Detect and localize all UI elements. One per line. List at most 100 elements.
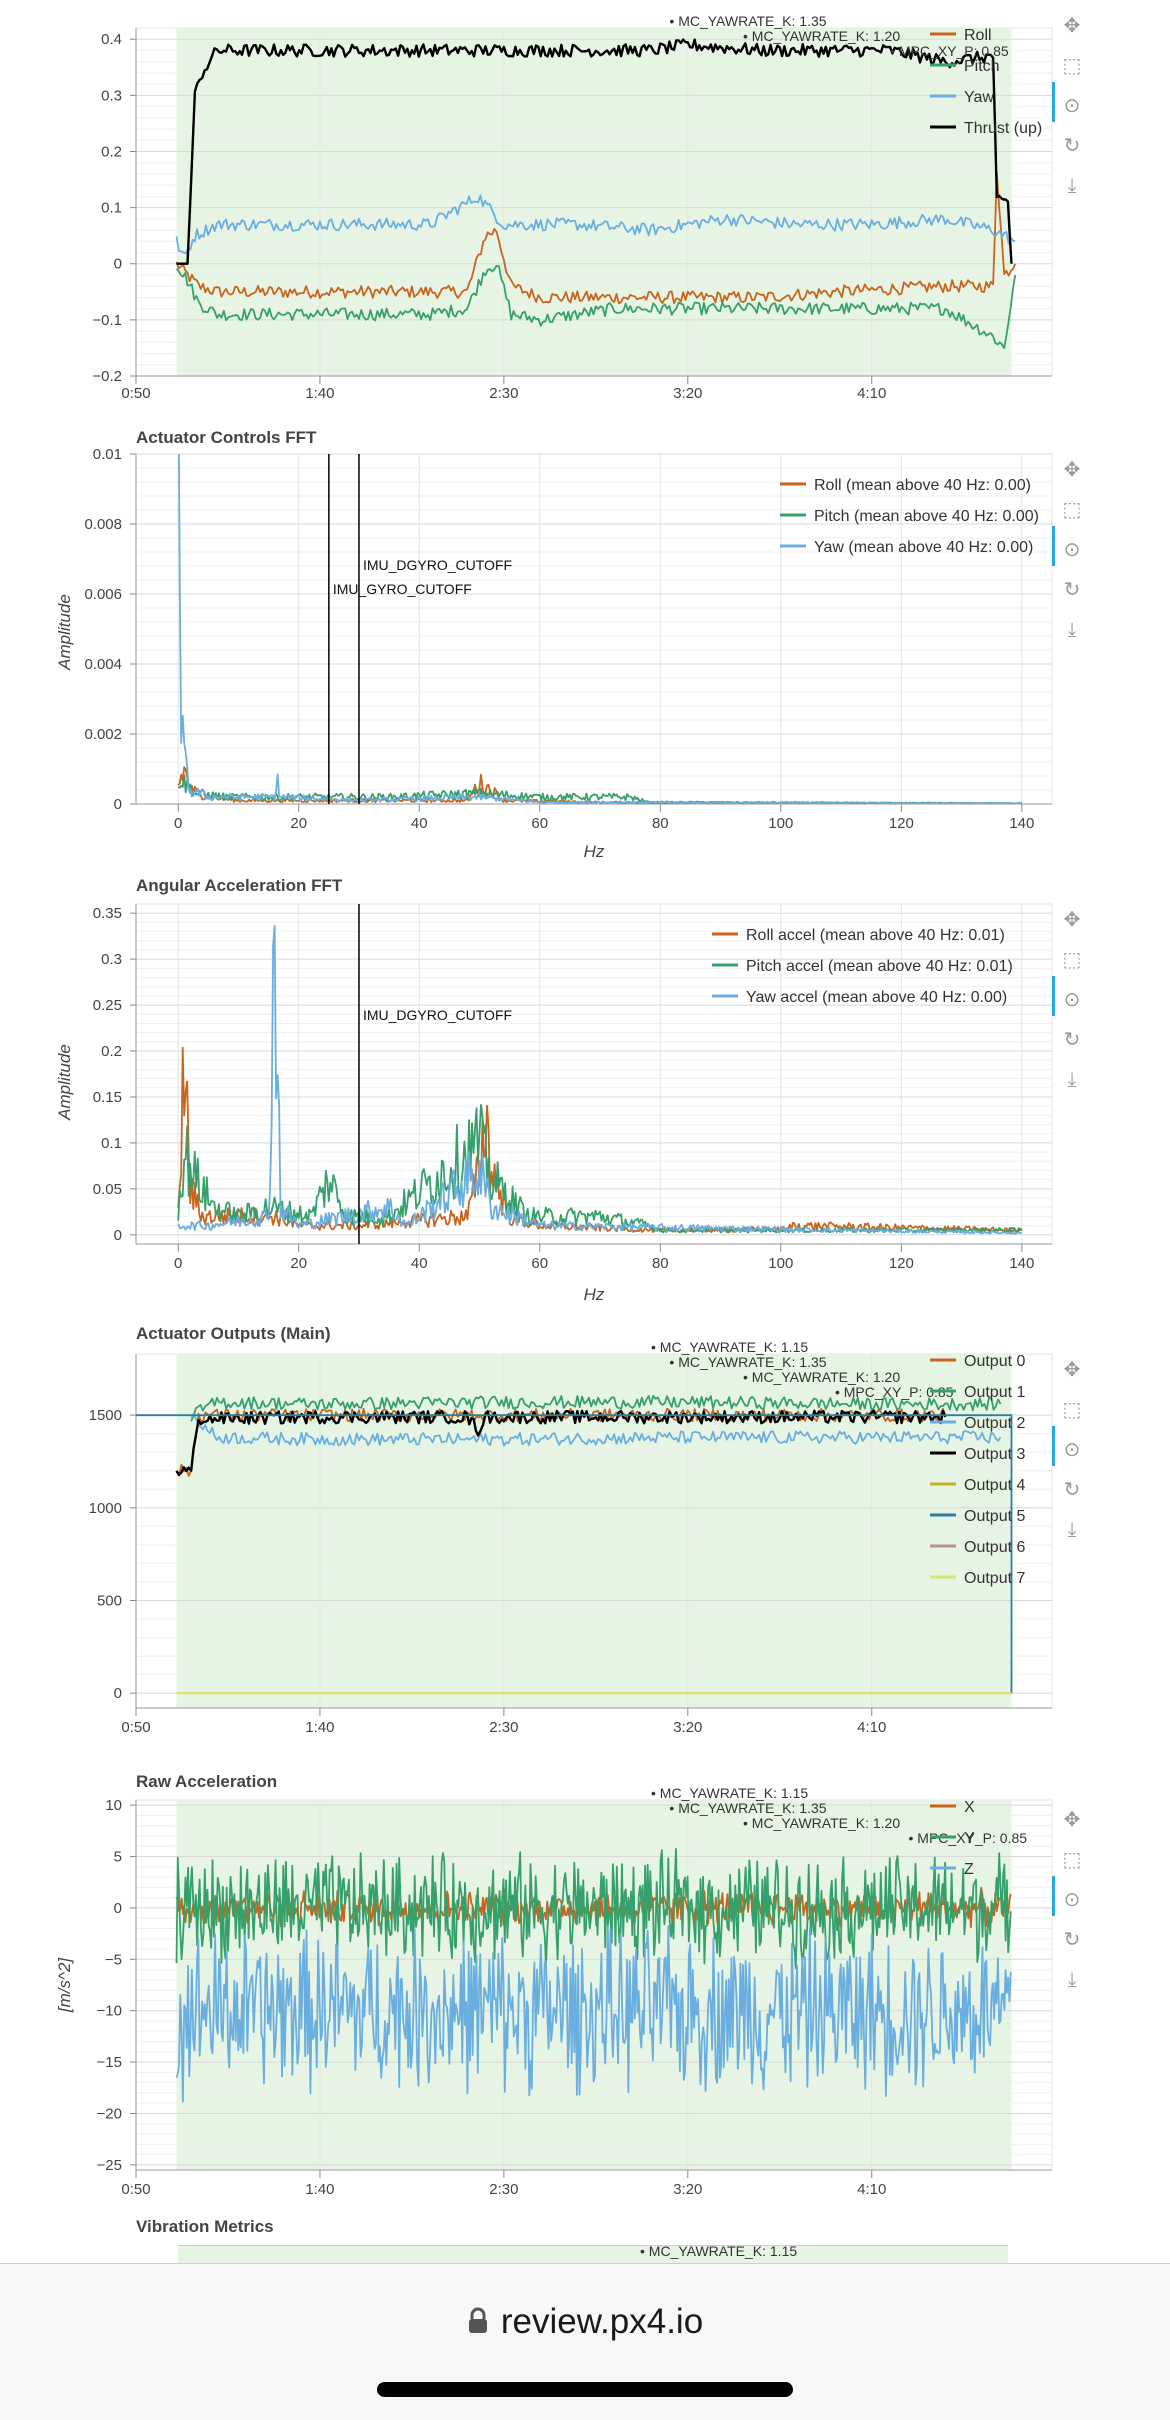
- reset-icon[interactable]: ↻: [1064, 1479, 1081, 1501]
- x-axis-label: Hz: [584, 1285, 605, 1304]
- raw-acceleration-plot[interactable]: 10 5 0 −5 −10 −15 −20 −25 0:50 1:40 2:30 3:20 4:10 [m…: [0, 1770, 1170, 2215]
- actuator-fft-plot[interactable]: 0.01 0.008 0.006 0.004 0.002 0 0 20 40 60 80 100 120…: [0, 420, 1170, 870]
- box-zoom-icon[interactable]: ⬚: [1063, 949, 1082, 971]
- actuator-controls-plot[interactable]: 0.4 0.3 0.2 0.1 0 −0.1 −0.20:50 1:40 2:30 3:20 4:1…: [0, 0, 1170, 420]
- x-tick-label: 1:40: [305, 385, 334, 402]
- raw-acceleration-panel: Raw Acceleration 10 5 0 −5 −10 −15 −20 −25 0:50 1…: [0, 1770, 1170, 2215]
- pan-icon[interactable]: ✥: [1064, 15, 1081, 37]
- legend-label: Output 0: [964, 1353, 1025, 1370]
- reset-icon[interactable]: ↻: [1064, 1029, 1081, 1051]
- legend-label: Yaw (mean above 40 Hz: 0.00): [814, 539, 1033, 556]
- legend-label: Thrust (up): [964, 120, 1042, 137]
- series-group: [136, 1394, 1013, 1695]
- y-tick-label: 5: [114, 1849, 122, 1866]
- x-tick-label: 40: [411, 1255, 428, 1272]
- y-tick-label: −0.1: [92, 312, 122, 329]
- y-tick-label: 0.004: [84, 656, 122, 673]
- flight-region: [176, 28, 1012, 376]
- y-tick-label: 500: [97, 1593, 122, 1610]
- save-icon[interactable]: ⤓: [1068, 1969, 1077, 1991]
- x-tick-label: 60: [531, 1255, 548, 1272]
- wheel-zoom-icon[interactable]: ⊙: [1064, 1889, 1081, 1911]
- cutoff-label: IMU_DGYRO_CUTOFF: [363, 1007, 512, 1023]
- actuator-controls-panel: 0.4 0.3 0.2 0.1 0 −0.1 −0.2 0:50 1:40 2:30 3:20 4:1…: [0, 0, 1170, 420]
- legend-label: Pitch (mean above 40 Hz: 0.00): [814, 508, 1039, 525]
- box-zoom-icon[interactable]: ⬚: [1063, 55, 1082, 77]
- x-tick-label: 100: [768, 815, 793, 832]
- pan-icon[interactable]: ✥: [1064, 1359, 1081, 1381]
- actuator-outputs-plot[interactable]: 1500 1000 500 0 0:50 1:40 2:30 3:20 4:10 • MC_YAW…: [0, 1320, 1170, 1770]
- y-tick-label: 0.2: [101, 1043, 122, 1060]
- series-line-z: [175, 1925, 1012, 2103]
- y-tick-label: 0.35: [93, 905, 122, 922]
- y-axis-label: Amplitude: [55, 594, 74, 671]
- series-line-roll: [175, 171, 1017, 305]
- series-group: [175, 38, 1017, 349]
- x-tick-label: 0:50: [121, 385, 150, 402]
- y-tick-label: −25: [97, 2157, 122, 2174]
- series-line-yaw-mean-above-40-hz-0-00-: [178, 454, 1023, 804]
- series-line-thrust-up-: [176, 38, 1013, 265]
- reset-icon[interactable]: ↻: [1064, 1929, 1081, 1951]
- param-annotation: • MC_YAWRATE_K: 1.20: [743, 1369, 900, 1385]
- param-annotation: • MC_YAWRATE_K: 1.35: [669, 13, 826, 29]
- series-line-output-2: [190, 1413, 1002, 1447]
- y-tick-label: 0: [114, 796, 122, 813]
- browser-bottom-bar: review.px4.io: [0, 2263, 1170, 2420]
- angular-fft-plot[interactable]: 0.35 0.3 0.25 0.2 0.15 0.1 0.05 0 0 20 40 60 80 100 12…: [0, 870, 1170, 1320]
- vibration-plot-strip: [178, 2245, 1008, 2264]
- actuator-outputs-panel: Actuator Outputs (Main) 1500 1000 500 0 0:50…: [0, 1320, 1170, 1770]
- y-tick-label: 0.05: [93, 1181, 122, 1198]
- x-tick-label: 3:20: [673, 2181, 702, 2198]
- legend-label: Yaw: [964, 89, 994, 106]
- save-icon[interactable]: ⤓: [1068, 619, 1077, 641]
- y-tick-label: 1500: [89, 1407, 122, 1424]
- save-icon[interactable]: ⤓: [1068, 1519, 1077, 1541]
- address-bar[interactable]: review.px4.io: [0, 2302, 1170, 2344]
- active-tool-indicator: [1052, 976, 1055, 1016]
- y-tick-label: −0.2: [92, 368, 122, 385]
- x-tick-label: 120: [889, 815, 914, 832]
- legend-label: X: [964, 1799, 975, 1816]
- wheel-zoom-icon[interactable]: ⊙: [1064, 989, 1081, 1011]
- box-zoom-icon[interactable]: ⬚: [1063, 1849, 1082, 1871]
- save-icon[interactable]: ⤓: [1068, 1069, 1077, 1091]
- box-zoom-icon[interactable]: ⬚: [1063, 1399, 1082, 1421]
- panel-title: Angular Acceleration FFT: [136, 876, 343, 895]
- y-axis-label: [m/s^2]: [55, 1957, 74, 2014]
- x-tick-label: 0: [174, 1255, 182, 1272]
- wheel-zoom-icon[interactable]: ⊙: [1064, 539, 1081, 561]
- y-tick-label: 0.1: [101, 200, 122, 217]
- save-icon[interactable]: ⤓: [1068, 175, 1077, 197]
- legend-label: Output 3: [964, 1446, 1025, 1463]
- wheel-zoom-icon[interactable]: ⊙: [1064, 1439, 1081, 1461]
- y-tick-label: 1000: [89, 1500, 122, 1517]
- plot-area: [135, 903, 1053, 1245]
- vibration-annotation: • MC_YAWRATE_K: 1.15: [640, 2243, 798, 2259]
- active-tool-indicator: [1052, 526, 1055, 566]
- wheel-zoom-icon[interactable]: ⊙: [1064, 95, 1081, 117]
- x-tick-label: 0:50: [121, 1719, 150, 1736]
- x-tick-label: 140: [1009, 1255, 1034, 1272]
- reset-icon[interactable]: ↻: [1064, 135, 1081, 157]
- y-tick-label: 0: [114, 256, 122, 273]
- x-tick-label: 0: [174, 815, 182, 832]
- legend-label: Output 6: [964, 1539, 1025, 1556]
- y-tick-label: 0.006: [84, 586, 122, 603]
- param-annotation: • MC_YAWRATE_K: 1.15: [651, 1785, 808, 1801]
- legend-label: Output 7: [964, 1570, 1025, 1587]
- reset-icon[interactable]: ↻: [1064, 579, 1081, 601]
- pan-icon[interactable]: ✥: [1064, 459, 1081, 481]
- y-tick-label: 0.008: [84, 516, 122, 533]
- x-tick-label: 80: [652, 1255, 669, 1272]
- series-line-yaw-accel-mean-above-40-hz-0-00-: [177, 924, 1023, 1235]
- box-zoom-icon[interactable]: ⬚: [1063, 499, 1082, 521]
- legend-label: Roll: [964, 27, 992, 44]
- pan-icon[interactable]: ✥: [1064, 909, 1081, 931]
- angular-fft-panel: Angular Acceleration FFT 0.35 0.3 0.25 0.2 0…: [0, 870, 1170, 1320]
- cutoff-label: IMU_DGYRO_CUTOFF: [363, 557, 512, 573]
- pan-icon[interactable]: ✥: [1064, 1809, 1081, 1831]
- param-annotation: • MC_YAWRATE_K: 1.20: [743, 1815, 900, 1831]
- x-tick-label: 80: [652, 815, 669, 832]
- x-tick-label: 2:30: [489, 385, 518, 402]
